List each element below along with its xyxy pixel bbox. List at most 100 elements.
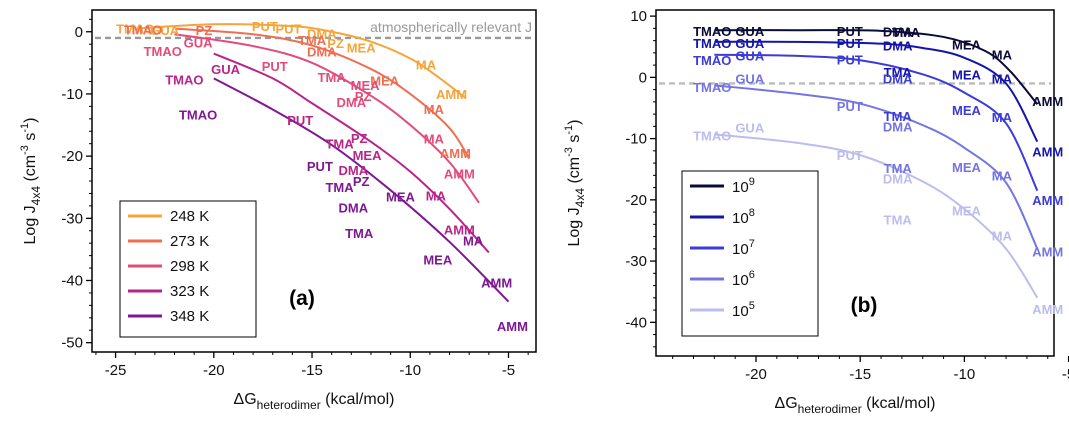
y-tick-label: -10 — [61, 86, 83, 103]
x-tick-label: -25 — [105, 362, 127, 379]
point-label: AMM — [1032, 144, 1063, 159]
legend-label: 107 — [732, 238, 755, 258]
point-label: AMM — [1032, 302, 1063, 317]
series-line — [213, 77, 510, 303]
point-label: PZ — [196, 23, 213, 38]
point-label: AMM — [1032, 193, 1063, 208]
point-label: DMA — [883, 119, 913, 134]
point-label: MEA — [952, 37, 982, 52]
point-label: TMAO — [116, 22, 154, 37]
point-label: MEA — [952, 67, 982, 82]
point-label: MEA — [952, 103, 982, 118]
point-label: PUT — [837, 148, 863, 163]
series-line — [714, 29, 1039, 105]
point-label: MA — [992, 72, 1013, 87]
point-label: DMA — [883, 72, 913, 87]
point-label: TMAO — [693, 53, 731, 68]
point-label: TMA — [325, 180, 354, 195]
point-label: TMAO — [693, 24, 731, 39]
point-label: PUT — [287, 113, 313, 128]
point-label: AMM — [1032, 244, 1063, 259]
point-label: AMM — [436, 87, 467, 102]
point-label: AMM — [497, 319, 528, 334]
point-label: TMAO — [179, 107, 217, 122]
point-label: TMAO — [165, 73, 203, 88]
point-label: MEA — [386, 190, 416, 205]
point-label: AMM — [440, 146, 471, 161]
series-line — [213, 52, 490, 254]
point-label: GUA — [735, 24, 765, 39]
y-tick-label: -20 — [625, 192, 647, 209]
legend-label: 109 — [732, 176, 755, 196]
x-tick-label: -5 — [502, 362, 515, 379]
point-label: TMA — [884, 212, 913, 227]
y-tick-label: 0 — [75, 24, 83, 41]
x-tick-label: -20 — [745, 366, 767, 383]
point-label: MA — [992, 168, 1013, 183]
x-tick-label: -5 — [1062, 366, 1069, 383]
point-label: MA — [992, 228, 1013, 243]
point-label: AMM — [444, 167, 475, 182]
point-label: GUA — [184, 35, 214, 50]
point-label: DMA — [307, 45, 337, 60]
x-tick-label: -10 — [399, 362, 421, 379]
panel-b: -20-15-10-5100-10-20-30-40TMAOGUAPUTDMAT… — [563, 8, 1069, 416]
point-label: PUT — [262, 59, 288, 74]
point-label: AMM — [444, 223, 475, 238]
point-label: PZ — [355, 89, 372, 104]
point-label: MA — [463, 234, 484, 249]
legend-label: 106 — [732, 269, 755, 289]
legend-label: 348 K — [170, 308, 209, 325]
point-label: TMA — [884, 161, 913, 176]
point-label: AMM — [481, 275, 512, 290]
legend-label: 323 K — [170, 283, 209, 300]
point-label: PUT — [307, 159, 333, 174]
point-label: MEA — [952, 160, 982, 175]
panel-a: -25 -20 -15 -10 -50-10-20-30-40-50atmospheri… — [19, 9, 537, 412]
point-label: DMA — [883, 171, 913, 186]
x-tick-label: -15 — [301, 362, 323, 379]
point-label: TMAO — [693, 80, 731, 95]
y-axis-title: Log J4x4 (cm-3 s-1) — [563, 120, 587, 247]
y-axis-title: Log J4x4 (cm-3 s-1) — [19, 118, 43, 245]
point-label: MA — [992, 48, 1013, 63]
point-label: MA — [416, 58, 437, 73]
series-line — [714, 53, 1039, 192]
point-label: MEA — [952, 203, 982, 218]
point-label: MA — [424, 102, 445, 117]
point-label: MEA — [423, 252, 453, 267]
panel-label: (b) — [851, 294, 878, 317]
y-tick-label: -30 — [625, 253, 647, 270]
y-tick-label: 0 — [639, 69, 647, 86]
point-label: PUT — [837, 53, 863, 68]
point-label: GUA — [735, 72, 765, 87]
point-label: TMA — [892, 25, 921, 40]
series-line — [714, 133, 1039, 299]
point-label: PUT — [837, 36, 863, 51]
y-tick-label: -30 — [61, 210, 83, 227]
point-label: MEA — [353, 148, 383, 163]
legend-label: 248 K — [170, 208, 209, 225]
panel-label: (a) — [289, 287, 315, 310]
legend-label: 273 K — [170, 233, 209, 250]
y-tick-label: -20 — [61, 148, 83, 165]
y-tick-label: -40 — [625, 314, 647, 331]
legend-label: 298 K — [170, 258, 209, 275]
point-label: DMA — [307, 27, 337, 42]
reference-line-label: atmospherically relevant J — [370, 19, 532, 35]
point-label: PZ — [351, 131, 368, 146]
point-label: DMA — [338, 163, 368, 178]
point-label: PUT — [837, 24, 863, 39]
series-line — [135, 23, 466, 99]
point-label: PUT — [275, 22, 301, 37]
series-line — [714, 40, 1039, 143]
y-tick-label: 10 — [630, 8, 647, 25]
x-tick-label: -10 — [954, 366, 976, 383]
point-label: PZ — [327, 36, 344, 51]
point-label: TMA — [318, 70, 347, 85]
point-label: MEA — [347, 40, 377, 55]
point-label: TMAO — [693, 129, 731, 144]
plot-frame — [655, 9, 1055, 357]
y-tick-label: -40 — [61, 272, 83, 289]
